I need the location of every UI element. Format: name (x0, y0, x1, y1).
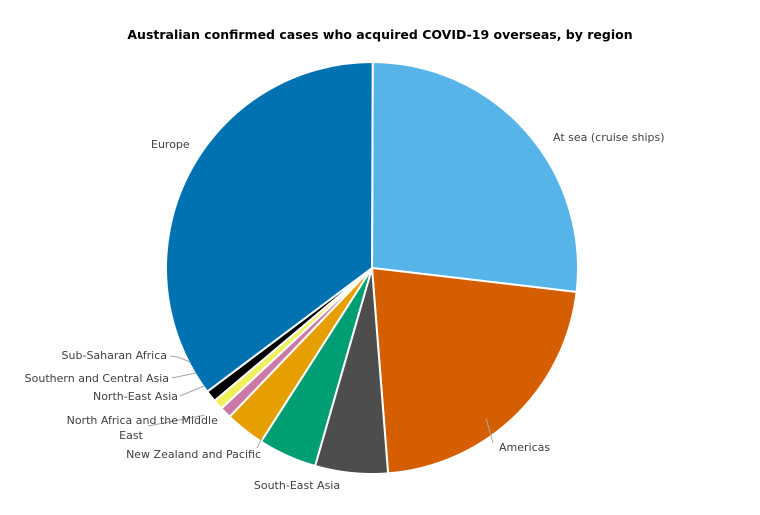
slice-label-north-africa-and-the-middle-east: North Africa and the Middle East (67, 414, 222, 442)
slice-label-at-sea: At sea (cruise ships) (553, 131, 665, 144)
slice-label-north-east-asia: North-East Asia (93, 390, 178, 403)
leader-line-sub-saharan-africa (169, 355, 191, 363)
slice-label-europe: Europe (151, 138, 190, 151)
slice-label-sub-saharan-africa: Sub-Saharan Africa (62, 349, 167, 362)
slice-label-southern-and-central-asia: Southern and Central Asia (25, 372, 169, 385)
chart-title: Australian confirmed cases who acquired … (127, 27, 633, 42)
slice-label-north-africa-line-2: East (119, 429, 143, 442)
leader-line-americas (485, 417, 494, 444)
leader-line-new-zealand-and-pacific (256, 437, 263, 449)
pie-slice-americas (370, 266, 578, 475)
slice-label-north-africa-line-1: North Africa and the Middle (67, 414, 218, 427)
pie-slice-europe (165, 60, 374, 394)
pie-slices (165, 60, 579, 475)
leader-line-north-east-asia (179, 385, 205, 397)
slice-label-south-east-asia: South-East Asia (254, 479, 340, 492)
slice-label-new-zealand-and-pacific: New Zealand and Pacific (126, 448, 261, 461)
leader-lines (147, 355, 494, 449)
leader-line-north-africa-and-the-middle-east (147, 414, 206, 427)
slice-label-americas: Americas (499, 441, 550, 454)
leader-line-southern-and-central-asia (171, 372, 197, 379)
slice-labels: At sea (cruise ships) Americas South-Eas… (25, 131, 665, 492)
pie-slice-at-sea-cruise-ships (370, 60, 579, 294)
